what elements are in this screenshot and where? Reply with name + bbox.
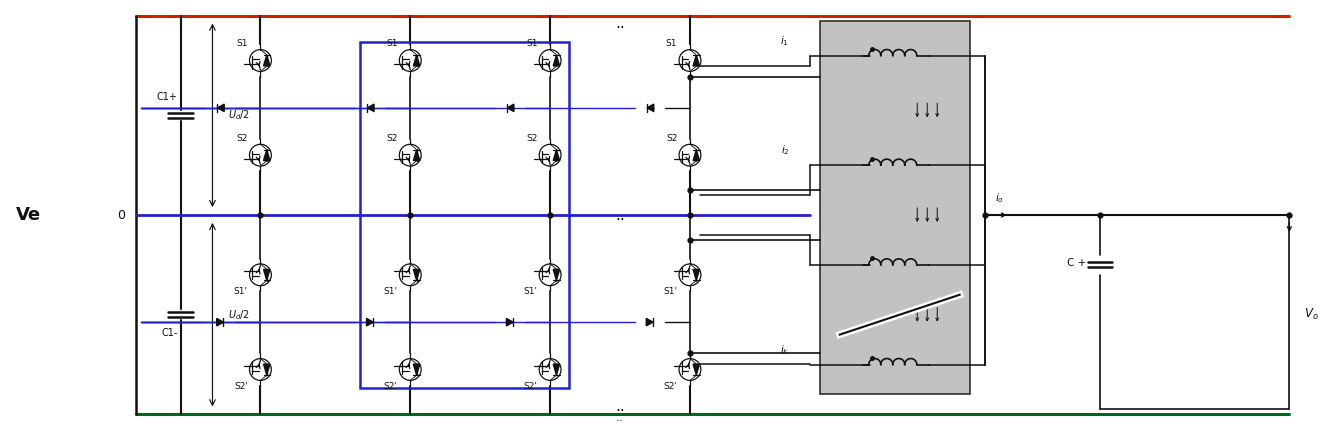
Text: S2': S2'	[523, 382, 538, 391]
Polygon shape	[553, 364, 559, 375]
Polygon shape	[646, 318, 653, 326]
Polygon shape	[368, 104, 374, 112]
Bar	[819, 21, 970, 394]
Polygon shape	[693, 364, 699, 375]
Polygon shape	[507, 104, 514, 112]
Polygon shape	[553, 55, 559, 66]
Text: S2': S2'	[384, 382, 398, 391]
Text: S2: S2	[526, 134, 538, 143]
Polygon shape	[264, 55, 270, 66]
Text: S2': S2'	[234, 382, 248, 391]
Text: ..: ..	[615, 399, 625, 414]
Polygon shape	[413, 150, 420, 160]
Text: S1': S1'	[523, 287, 538, 296]
Polygon shape	[366, 318, 373, 326]
Polygon shape	[264, 150, 270, 160]
Text: S1: S1	[666, 39, 678, 48]
Text: S1: S1	[526, 39, 538, 48]
Text: $i_o$: $i_o$	[995, 191, 1004, 205]
Text: S2: S2	[236, 134, 248, 143]
Polygon shape	[647, 104, 654, 112]
Polygon shape	[217, 104, 224, 112]
Text: $i_2$: $i_2$	[781, 143, 790, 157]
Text: S2': S2'	[663, 382, 678, 391]
Text: 0: 0	[117, 209, 125, 221]
Text: $i_k$: $i_k$	[781, 343, 790, 356]
Polygon shape	[693, 55, 699, 66]
Text: C1-: C1-	[161, 328, 177, 338]
Text: $U_d$/2: $U_d$/2	[229, 108, 250, 122]
Text: S1': S1'	[663, 287, 678, 296]
Bar	[361, 42, 569, 388]
Polygon shape	[264, 270, 270, 280]
Text: ..: ..	[615, 6, 625, 19]
Text: C1+: C1+	[157, 92, 177, 102]
Text: S1: S1	[236, 39, 248, 48]
Text: S1': S1'	[384, 287, 398, 296]
Text: S1: S1	[386, 39, 398, 48]
Polygon shape	[693, 150, 699, 160]
Text: ..: ..	[615, 208, 625, 222]
Polygon shape	[553, 150, 559, 160]
Text: $i_1$: $i_1$	[781, 34, 790, 48]
Polygon shape	[553, 270, 559, 280]
Text: ..: ..	[615, 16, 625, 31]
Text: $U_d$/2: $U_d$/2	[229, 308, 250, 322]
Text: $V_{o}$: $V_{o}$	[1304, 307, 1319, 322]
Text: S1': S1'	[234, 287, 248, 296]
Polygon shape	[413, 55, 420, 66]
Text: Ve: Ve	[16, 206, 41, 224]
Polygon shape	[693, 270, 699, 280]
Text: S2: S2	[386, 134, 398, 143]
Text: ..: ..	[615, 411, 625, 424]
Text: C +: C +	[1067, 258, 1087, 268]
Polygon shape	[413, 270, 420, 280]
Polygon shape	[413, 364, 420, 375]
Polygon shape	[217, 318, 224, 326]
Polygon shape	[264, 364, 270, 375]
Text: S2: S2	[666, 134, 678, 143]
Polygon shape	[506, 318, 513, 326]
